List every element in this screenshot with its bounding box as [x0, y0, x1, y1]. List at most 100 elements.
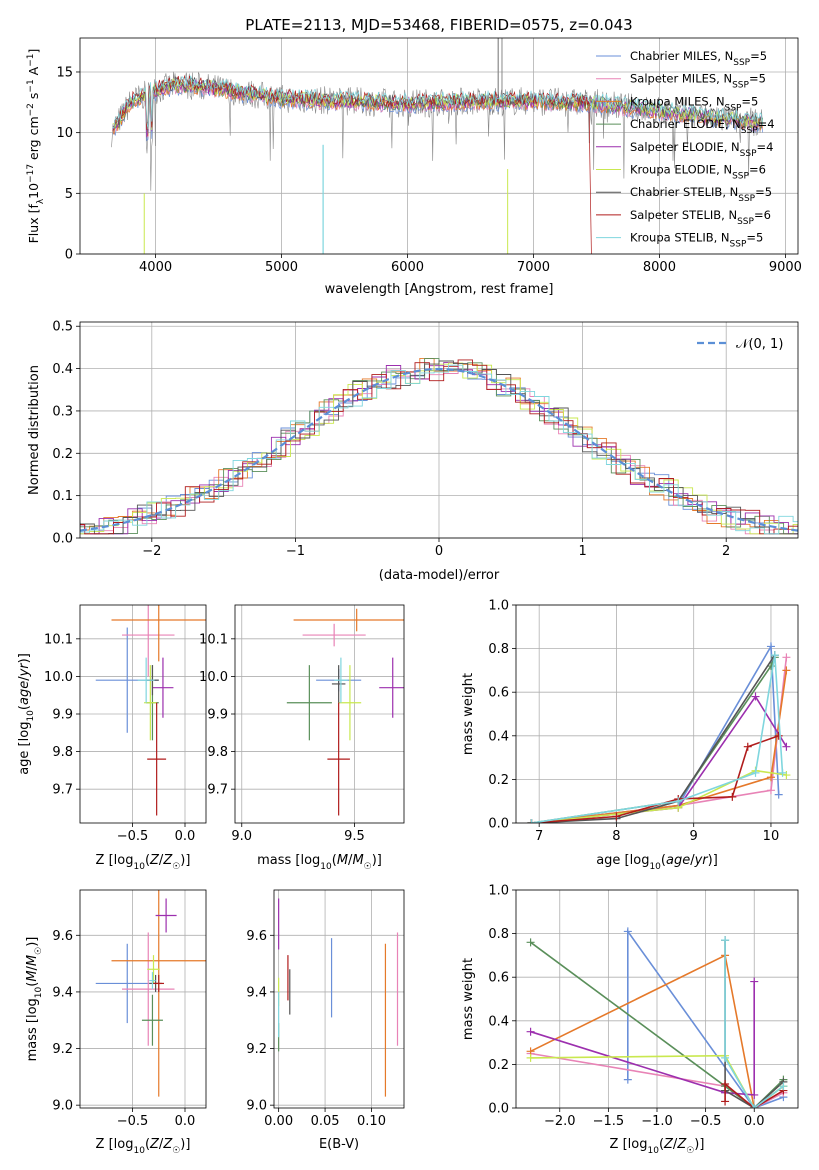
axes-frame	[79, 37, 799, 255]
label-part: )]	[180, 1137, 190, 1152]
label-part: (	[661, 853, 666, 868]
axes-frame	[515, 889, 799, 1109]
histogram-step	[80, 362, 798, 535]
plus-marker	[770, 651, 779, 660]
x-tick-label: 9000	[769, 260, 802, 275]
label-part: Kroupa STELIB, N	[630, 231, 730, 245]
mw_vs_age-lines	[527, 642, 791, 823]
y-tick-label: 9.2	[52, 1042, 73, 1057]
x-tick-label: 5000	[265, 260, 298, 275]
label-part: SSP	[733, 58, 750, 68]
x-tick-label: −1.0	[641, 1114, 673, 1129]
spectrum-axes: 4000 5000 6000 7000 8000 9000 0 5 10 15 Chabrier M…	[26, 37, 802, 297]
plus-marker	[612, 812, 621, 821]
y-tick-label: 9.6	[52, 929, 73, 944]
axes-frame	[273, 889, 405, 1109]
mass-weight-line	[531, 769, 787, 823]
label-part: Chabrier STELIB, N	[630, 185, 738, 199]
label-part: M	[25, 955, 40, 966]
label-part: M	[25, 970, 40, 981]
label-part: (	[25, 982, 40, 987]
y-tick-label: 0.3	[52, 404, 73, 419]
legend-label: Salpeter ELODIE, NSSP=4	[630, 140, 773, 159]
x-tick-label: −1.5	[593, 1114, 625, 1129]
y-tick-label: 10	[56, 126, 73, 141]
x-tick-label: 9.0	[231, 829, 252, 844]
mw_vs_Z-lines	[526, 927, 788, 1108]
x-axis-label: age [log10(age/yr)]	[596, 853, 718, 872]
mass-weight-line	[531, 654, 784, 823]
legend-label: Chabrier STELIB, NSSP=5	[630, 185, 772, 204]
label-part: Chabrier ELODIE, N	[630, 117, 741, 131]
label-part: ☉	[34, 947, 44, 955]
mass-weight-line	[531, 654, 776, 823]
y-tick-label: 0.0	[52, 532, 73, 547]
y-tick-label: 0.6	[488, 971, 509, 986]
label-part: /	[690, 853, 695, 868]
label-part: /	[159, 853, 164, 868]
label-part: ☉	[172, 1146, 180, 1156]
label-part: =6	[754, 208, 771, 222]
label-part: =5	[755, 185, 772, 199]
spectrum-lines	[111, 38, 764, 254]
x-axis-label: mass [log10(M/M☉)]	[257, 853, 382, 872]
axis-label: Z [log10(Z/Z☉)]	[96, 1137, 191, 1156]
label-part: )]	[708, 853, 718, 868]
plus-marker	[782, 771, 791, 780]
y-tick-label: 15	[56, 65, 73, 80]
histogram-step	[80, 357, 798, 531]
mass-weight-line	[627, 928, 784, 1108]
y-tick-label: 1.0	[488, 884, 509, 899]
label-part: −2	[26, 103, 36, 116]
x-tick-label: 0.0	[175, 1114, 196, 1129]
x-tick-label: 0	[435, 544, 443, 559]
label-part: SSP	[741, 126, 758, 136]
legend-label: 𝒩(0, 1)	[736, 337, 783, 352]
label-part: 10	[133, 862, 145, 872]
plus-marker	[527, 819, 536, 823]
label-part: /	[159, 1137, 164, 1152]
plus-marker	[766, 786, 775, 795]
label-part: Salpeter STELIB, N	[630, 208, 737, 222]
label-part: SSP	[738, 194, 755, 204]
plus-marker	[766, 642, 775, 651]
x-tick-label: 0.05	[311, 1114, 340, 1129]
label-part: yr	[694, 853, 710, 868]
plus-marker	[751, 692, 760, 701]
mass_vs_ebv-errorbars	[278, 898, 399, 1097]
mass_vs_ebv-axes: 0.00 0.05 0.10 9.0 9.2 9.4 9.6 E(B-V)	[246, 889, 405, 1152]
axes-frame	[515, 604, 799, 824]
model-spectrum-line	[112, 75, 764, 129]
x-tick-label: −1	[286, 544, 305, 559]
plus-marker	[750, 977, 759, 986]
label-part: s	[26, 93, 41, 104]
x-tick-label: −2	[142, 544, 161, 559]
age_vs_Z-errorbars	[95, 605, 206, 816]
label-part: −1	[26, 54, 36, 67]
y-tick-label: 0.5	[52, 320, 73, 335]
y-tick-label: 0.2	[52, 447, 73, 462]
y-axis-label: Flux [fλ10−17 erg cm−2 s−1 A−1]	[26, 49, 46, 244]
model-spectrum-line	[112, 79, 764, 134]
axis-label: Z [log10(Z/Z☉)]	[96, 853, 191, 872]
label-part: Z [log	[96, 853, 134, 868]
mw_vs_Z-axes: −2.0 −1.5 −1.0 −0.5 0.0 0.0 0.2 0.4 0.6 0.8 1.0 mas…	[461, 884, 799, 1156]
label-part: SSP	[732, 172, 749, 182]
legend-label: Chabrier MILES, NSSP=5	[630, 49, 767, 68]
label-part: Z	[663, 1137, 674, 1152]
y-tick-label: 9.7	[207, 783, 228, 798]
legend-label: Kroupa STELIB, NSSP=5	[630, 231, 763, 250]
y-tick-label: 0.8	[488, 927, 509, 942]
y-tick-label: 9.6	[246, 929, 267, 944]
label-part: Z	[162, 1137, 173, 1152]
x-tick-label: −2.0	[544, 1114, 576, 1129]
mw_vs_age-axes: 7 8 9 10 0.0 0.2 0.4 0.6 0.8 1.0 mass weight age [l…	[461, 599, 799, 872]
plus-marker	[526, 938, 535, 947]
label-part: )]	[25, 937, 40, 947]
label-part: erg cm	[26, 116, 41, 164]
label-part: =5	[746, 231, 763, 245]
plus-marker	[751, 768, 760, 777]
plus-marker	[526, 1053, 535, 1062]
label-part: =4	[758, 117, 775, 131]
